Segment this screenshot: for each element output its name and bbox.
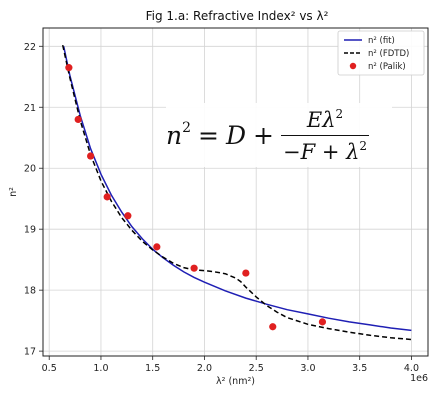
palik-data-point	[190, 264, 198, 272]
legend-entry-label: n² (fit)	[368, 36, 395, 46]
y-tick-label: 18	[24, 286, 36, 297]
y-axis-label: n²	[8, 187, 19, 197]
palik-data-point	[124, 212, 132, 220]
palik-data-point	[87, 152, 95, 160]
x-tick-label: 2.5	[249, 363, 264, 374]
palik-data-point	[318, 318, 327, 326]
legend-box	[337, 30, 425, 76]
y-tick-label: 21	[24, 103, 36, 114]
palik-data-point	[74, 115, 82, 124]
y-tick-label: 22	[24, 42, 36, 53]
palik-data-point	[153, 243, 161, 251]
formula-denominator-power: 2	[359, 138, 368, 153]
grid	[43, 28, 428, 356]
y-tick-label: 20	[24, 164, 36, 175]
x-tick-label: 1.5	[145, 363, 160, 374]
legend-marker-swatch	[349, 62, 357, 70]
fit-series-line	[62, 46, 412, 332]
formula-numerator-power: 2	[335, 106, 344, 121]
x-tick-label: 2.0	[197, 363, 212, 374]
y-tick-label: 19	[24, 225, 36, 236]
x-tick-label: 3.5	[352, 363, 367, 374]
palik-data-point	[269, 323, 277, 331]
legend: n² (fit) n² (FDTD) n² (Palik)	[337, 30, 425, 76]
x-axis-label: λ² (nm²)	[216, 376, 255, 387]
formula-denominator: −F + λ2	[280, 134, 370, 164]
x-axis-offset-label: 1e6	[410, 373, 428, 384]
plot-frame	[42, 27, 429, 357]
plot-series	[61, 44, 412, 341]
formula-lhs: n2	[166, 120, 191, 150]
formula-fraction: Eλ2 −F + λ2	[280, 107, 370, 164]
formula-lhs-symbol: n	[166, 121, 183, 150]
formula-denominator-text: −F + λ	[282, 139, 360, 164]
chart-title: Fig 1.a: Refractive Index² vs λ²	[146, 9, 329, 23]
x-tick-label: 4.0	[404, 363, 419, 374]
legend-entry-label: n² (Palik)	[368, 62, 406, 72]
legend-entry-label: n² (FDTD)	[368, 49, 409, 59]
model-formula: n2 = D + Eλ2 −F + λ2	[166, 103, 392, 167]
formula-lhs-power: 2	[182, 120, 192, 136]
formula-equals: =	[198, 120, 219, 150]
y-tick-label: 17	[24, 347, 36, 358]
palik-data-point	[65, 64, 73, 72]
palik-data-point	[242, 269, 250, 277]
formula-constant-d: D	[225, 120, 247, 150]
x-tick-label: 1.0	[93, 363, 108, 374]
formula-numerator: Eλ2	[305, 107, 345, 135]
palik-data-point	[103, 193, 111, 201]
formula-plus: +	[253, 120, 274, 150]
x-tick-label: 0.5	[42, 363, 57, 374]
x-tick-label: 3.0	[300, 363, 315, 374]
formula-numerator-text: Eλ	[306, 107, 336, 132]
